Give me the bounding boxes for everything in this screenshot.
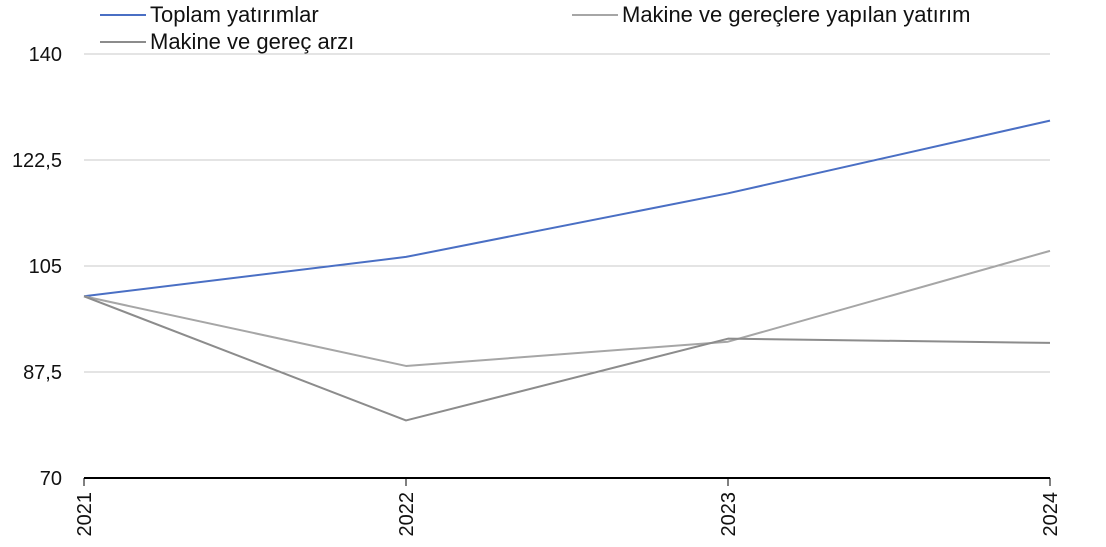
series-lines <box>83 119 1051 422</box>
x-axis-tick-labels: 2021 2022 2023 2024 <box>74 478 1062 537</box>
series-line-makine-ve-gereclere-yapilan-yatirim <box>83 249 1051 367</box>
legend-item-makine-ve-gereclere-yapilan-yatirim: Makine ve gereçlere yapılan yatırım <box>572 2 971 28</box>
legend-swatch-makine-ve-gereclere-yapilan-yatirim <box>572 14 618 16</box>
series-line-makine-ve-gerec-arzi <box>83 295 1051 422</box>
gridlines <box>84 53 1050 479</box>
y-tick-label: 105 <box>29 256 62 278</box>
y-tick-label: 122,5 <box>12 150 62 172</box>
y-tick-label: 140 <box>29 44 62 66</box>
x-tick-label: 2023 <box>718 492 740 537</box>
series-line-toplam-yatirimlar <box>83 119 1051 298</box>
legend-item-toplam-yatirimlar: Toplam yatırımlar <box>100 2 319 28</box>
x-tick-label: 2024 <box>1040 492 1062 537</box>
y-tick-label: 87,5 <box>23 362 62 384</box>
legend-label-toplam-yatirimlar: Toplam yatırımlar <box>150 2 319 27</box>
y-tick-label: 70 <box>40 468 62 490</box>
legend-label-makine-ve-gereclere-yapilan-yatirim: Makine ve gereçlere yapılan yatırım <box>622 2 971 27</box>
y-axis-tick-labels: 70 87,5 105 122,5 140 <box>12 44 62 490</box>
legend-swatch-makine-ve-gerec-arzi <box>100 41 146 43</box>
x-tick-label: 2022 <box>396 492 418 537</box>
x-tick-label: 2021 <box>74 492 96 537</box>
legend-swatch-toplam-yatirimlar <box>100 14 146 16</box>
legend-item-makine-ve-gerec-arzi: Makine ve gereç arzı <box>100 29 354 55</box>
legend-label-makine-ve-gerec-arzi: Makine ve gereç arzı <box>150 29 355 54</box>
